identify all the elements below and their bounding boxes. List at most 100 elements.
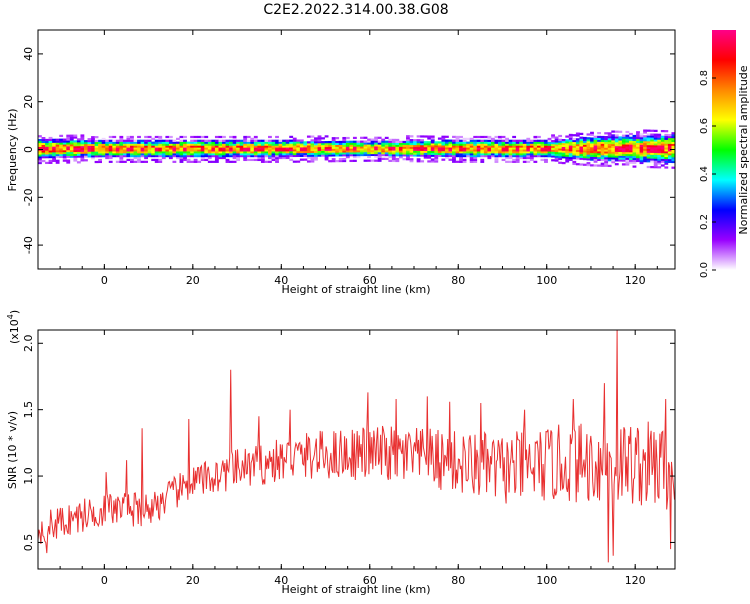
heatmap-cell xyxy=(271,153,276,156)
heatmap-cell xyxy=(444,150,449,154)
heatmap-cell xyxy=(179,135,184,139)
heatmap-cell xyxy=(505,139,509,142)
heatmap-cell xyxy=(512,139,517,142)
heatmap-cell xyxy=(342,138,347,142)
heatmap-cell xyxy=(437,143,442,146)
heatmap-cell xyxy=(229,160,233,163)
heatmap-cell xyxy=(257,141,262,144)
heatmap-cell xyxy=(388,154,393,157)
heatmap-cell xyxy=(200,135,205,139)
heatmap-cell xyxy=(211,160,216,163)
heatmap-cell xyxy=(236,143,241,146)
heatmap-cell xyxy=(130,137,134,141)
heatmap-cell xyxy=(246,147,251,150)
heatmap-cell xyxy=(416,158,421,161)
heatmap-cell xyxy=(643,150,647,153)
heatmap-cell xyxy=(200,149,205,152)
heatmap-cell xyxy=(278,154,283,158)
heatmap-cell xyxy=(565,135,570,138)
heatmap-cell xyxy=(586,154,591,157)
heatmap-cell xyxy=(363,140,368,143)
heatmap-cell xyxy=(568,152,573,156)
heatmap-cell xyxy=(561,139,566,142)
heatmap-cell xyxy=(236,141,241,144)
heatmap-cell xyxy=(536,151,541,154)
heatmap-cell xyxy=(374,138,379,141)
heatmap-cell xyxy=(126,143,131,146)
heatmap-cell xyxy=(409,144,414,147)
heatmap-cell xyxy=(536,139,541,142)
heatmap-cell xyxy=(646,154,651,157)
heatmap-cell xyxy=(349,159,354,163)
heatmap-cell xyxy=(483,154,488,158)
heatmap-cell xyxy=(285,143,290,146)
heatmap-cell xyxy=(91,153,95,156)
heatmap-cell xyxy=(335,137,340,140)
heatmap-cell xyxy=(98,153,102,156)
heatmap-cell xyxy=(413,152,417,155)
heatmap-cell xyxy=(434,143,439,146)
heatmap-cell xyxy=(55,155,60,159)
heatmap-cell xyxy=(667,145,672,148)
heatmap-cell xyxy=(639,152,644,155)
heatmap-cell xyxy=(406,146,410,149)
heatmap-cell xyxy=(285,151,290,154)
heatmap-cell xyxy=(140,149,145,152)
heatmap-cell xyxy=(349,146,354,149)
heatmap-cell xyxy=(551,141,555,145)
heatmap-cell xyxy=(268,143,272,146)
heatmap-cell xyxy=(590,141,594,144)
heatmap-cell xyxy=(406,138,410,142)
heatmap-cell xyxy=(115,160,120,163)
heatmap-cell xyxy=(671,151,675,154)
heatmap-cell xyxy=(476,143,481,146)
heatmap-cell xyxy=(236,158,241,162)
heatmap-cell xyxy=(476,145,481,148)
heatmap-cell xyxy=(664,158,669,161)
heatmap-cell xyxy=(494,156,499,160)
heatmap-cell xyxy=(462,143,467,146)
heatmap-cell xyxy=(48,138,53,142)
heatmap-cell xyxy=(643,148,647,151)
heatmap-cell xyxy=(628,152,633,155)
heatmap-cell xyxy=(126,141,131,144)
heatmap-cell xyxy=(427,141,432,144)
heatmap-cell xyxy=(614,143,619,147)
heatmap-cell xyxy=(377,150,382,153)
heatmap-cell xyxy=(469,158,474,162)
heatmap-cell xyxy=(310,135,315,138)
heatmap-cell xyxy=(395,159,400,163)
heatmap-cell xyxy=(515,156,520,160)
heatmap-cell xyxy=(409,154,414,157)
heatmap-cell xyxy=(363,151,368,155)
heatmap-cell xyxy=(554,144,559,147)
heatmap-cell xyxy=(356,148,361,151)
heatmap-cell xyxy=(420,144,425,148)
heatmap-cell xyxy=(310,146,315,150)
heatmap-cell xyxy=(381,140,386,143)
heatmap-cell xyxy=(462,141,467,144)
heatmap-cell xyxy=(321,142,325,146)
heatmap-cell xyxy=(186,147,191,150)
heatmap-cell xyxy=(519,141,524,144)
heatmap-cell xyxy=(639,156,644,159)
heatmap-cell xyxy=(459,154,463,158)
heatmap-cell xyxy=(597,149,601,152)
spectrogram-y-tick-label: 40 xyxy=(22,47,35,61)
heatmap-cell xyxy=(314,156,318,159)
heatmap-cell xyxy=(218,139,223,142)
heatmap-cell xyxy=(533,154,538,158)
heatmap-cell xyxy=(91,147,95,150)
heatmap-cell xyxy=(519,153,524,156)
heatmap-cell xyxy=(512,153,517,156)
heatmap-cell xyxy=(130,149,134,152)
heatmap-cell xyxy=(544,143,548,146)
heatmap-cell xyxy=(664,137,669,140)
heatmap-cell xyxy=(370,151,375,155)
heatmap-cell xyxy=(434,154,439,157)
heatmap-cell xyxy=(299,154,304,157)
heatmap-cell xyxy=(69,151,74,155)
heatmap-cell xyxy=(526,149,531,152)
heatmap-cell xyxy=(80,151,85,154)
heatmap-cell xyxy=(197,149,202,152)
